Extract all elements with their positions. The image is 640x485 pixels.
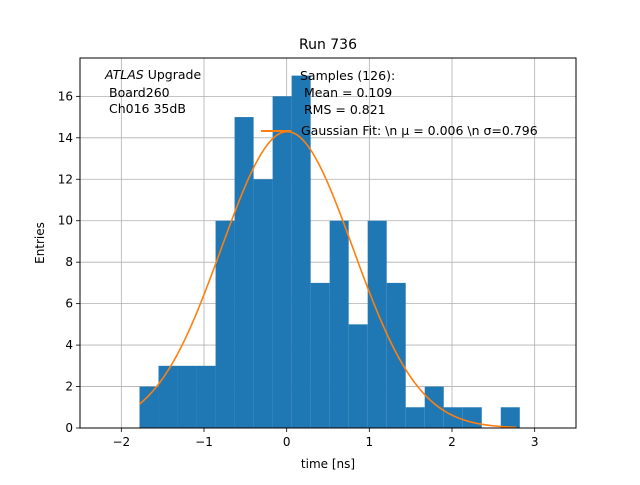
y-tick-label: 2 <box>65 380 73 394</box>
fit-curve-layer <box>139 130 517 429</box>
axes-frame <box>79 57 577 429</box>
y-axis-label: Entries <box>33 222 47 264</box>
atlas-upgrade-label: ATLAS Upgrade <box>104 67 201 82</box>
y-tick-label: 10 <box>58 214 73 228</box>
histogram-bar <box>462 407 482 428</box>
rms-label: RMS = 0.821 <box>304 102 386 117</box>
histogram-bars <box>139 75 520 429</box>
y-tick-label: 12 <box>58 172 73 186</box>
histogram-bar <box>329 220 349 428</box>
x-tick-label: 2 <box>448 435 456 449</box>
chart-title: Run 736 <box>299 37 357 53</box>
histogram-bar <box>253 179 273 428</box>
board-label: Board260 <box>109 85 170 100</box>
histogram-bar <box>215 220 235 428</box>
histogram-bar <box>500 407 520 428</box>
histogram-bar <box>424 386 444 428</box>
histogram-bar <box>386 282 406 428</box>
histogram-bar <box>367 220 387 428</box>
samples-label: Samples (126): <box>300 68 395 83</box>
x-tick-label: 0 <box>283 435 291 449</box>
mean-label: Mean = 0.109 <box>304 85 392 100</box>
histogram-bar <box>234 117 254 429</box>
x-tick-label: 3 <box>531 435 539 449</box>
y-tick-label: 8 <box>65 255 73 269</box>
histogram-bar <box>272 96 292 428</box>
upgrade-text: Upgrade <box>144 67 202 82</box>
histogram-bar <box>348 324 368 428</box>
histogram-bar <box>291 75 311 428</box>
x-axis-label: time [ns] <box>301 457 355 471</box>
histogram-bar <box>158 365 178 428</box>
legend-fit-label: Gaussian Fit: \n μ = 0.006 \n σ=0.796 <box>301 123 538 138</box>
atlas-italic: ATLAS <box>104 67 144 82</box>
y-tick-label: 16 <box>58 89 73 103</box>
x-tick-label: 1 <box>366 435 374 449</box>
x-tick-label: −1 <box>195 435 213 449</box>
gaussian-fit-curve <box>139 130 517 429</box>
histogram-bar <box>139 386 159 428</box>
y-tick-label: 4 <box>65 338 73 352</box>
x-tick-label: −2 <box>112 435 130 449</box>
channel-label: Ch016 35dB <box>109 101 186 116</box>
y-tick-label: 6 <box>65 297 73 311</box>
y-tick-label: 0 <box>65 421 73 435</box>
histogram-bar <box>177 365 197 428</box>
histogram-bar <box>405 407 425 428</box>
histogram-bar <box>310 282 330 428</box>
histogram-bar <box>443 407 463 428</box>
y-tick-label: 14 <box>58 131 73 145</box>
histogram-bar <box>196 365 216 428</box>
